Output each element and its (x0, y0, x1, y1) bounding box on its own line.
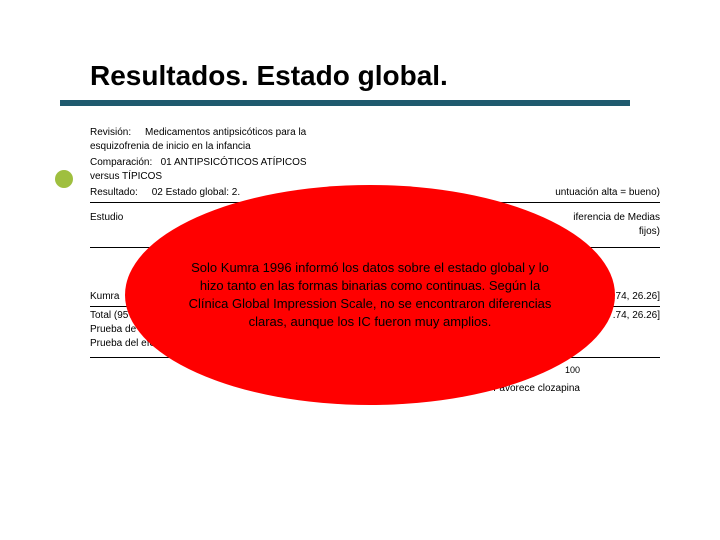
revision-label: Revisión: (90, 127, 131, 138)
header-effect2: fijos) (573, 225, 660, 239)
result-tail: untuación alta = bueno) (555, 186, 660, 200)
total-effect: .74, 26.26] (613, 309, 660, 323)
result-label: Resultado: (90, 187, 138, 198)
header-study: Estudio (90, 211, 123, 239)
header-effect1: iferencia de Medias (573, 211, 660, 225)
row-study: Kumra (90, 290, 119, 304)
comparison-label: Comparación: (90, 157, 152, 168)
row-effect: .74, 26.26] (613, 290, 660, 304)
slide-title: Resultados. Estado global. (90, 60, 670, 92)
bullet-dot (55, 170, 73, 188)
axis-tick: 100 (565, 364, 580, 377)
callout-ellipse: Solo Kumra 1996 informó los datos sobre … (125, 185, 615, 405)
title-underline (60, 100, 630, 106)
callout-text: Solo Kumra 1996 informó los datos sobre … (185, 259, 555, 332)
result-value: 02 Estado global: 2. (152, 187, 240, 198)
